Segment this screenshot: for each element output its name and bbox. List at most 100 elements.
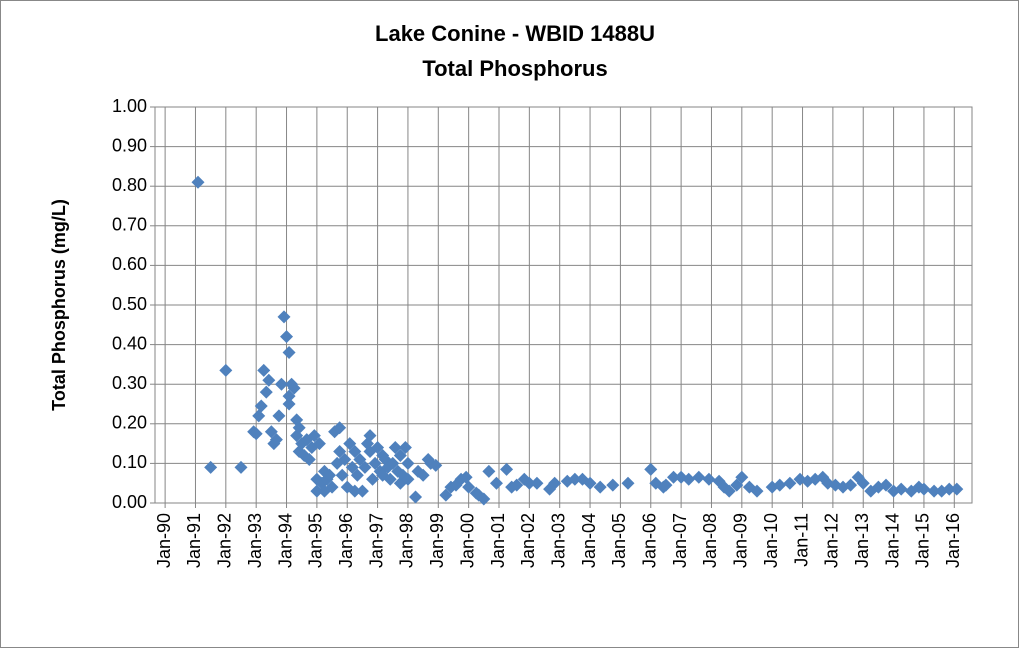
- data-point: [621, 476, 635, 490]
- data-point: [844, 478, 858, 492]
- x-tick-label: Jan-92: [215, 513, 235, 568]
- x-tick-label: Jan-16: [943, 513, 963, 568]
- x-tick-label: Jan-12: [822, 513, 842, 568]
- data-point: [530, 476, 544, 490]
- data-point: [416, 468, 430, 482]
- data-point: [383, 472, 397, 486]
- data-point: [568, 472, 582, 486]
- x-tick-label: Jan-02: [518, 513, 538, 568]
- data-point: [355, 484, 369, 498]
- data-point: [333, 421, 347, 435]
- data-point: [482, 464, 496, 478]
- data-point: [257, 363, 271, 377]
- data-point: [942, 482, 956, 496]
- y-tick-label: 0.70: [112, 215, 147, 235]
- data-point: [282, 346, 296, 360]
- data-point: [269, 433, 283, 447]
- y-tick-label: 0.50: [112, 294, 147, 314]
- chart-title: Lake Conine - WBID 1488U: [375, 21, 655, 46]
- y-tick-label: 0.90: [112, 135, 147, 155]
- data-point: [325, 480, 339, 494]
- data-point: [462, 480, 476, 494]
- data-point: [692, 470, 706, 484]
- data-point: [510, 478, 524, 492]
- data-point: [477, 492, 491, 506]
- data-point: [292, 421, 306, 435]
- y-tick-label: 0.40: [112, 333, 147, 353]
- data-point: [335, 468, 349, 482]
- x-tick-label: Jan-90: [154, 513, 174, 568]
- y-tick-label: 0.30: [112, 373, 147, 393]
- data-point: [856, 476, 870, 490]
- data-point: [272, 409, 286, 423]
- x-tick-label: Jan-91: [184, 513, 204, 568]
- y-tick-label: 0.10: [112, 452, 147, 472]
- data-point: [894, 482, 908, 496]
- x-tick-label: Jan-94: [275, 513, 295, 568]
- chart-subtitle: Total Phosphorus: [422, 56, 607, 81]
- x-tick-label: Jan-07: [670, 513, 690, 568]
- x-tick-label: Jan-97: [366, 513, 386, 568]
- data-point: [500, 462, 514, 476]
- data-point: [259, 385, 273, 399]
- data-point: [950, 482, 964, 496]
- data-point: [219, 363, 233, 377]
- data-point: [401, 472, 415, 486]
- x-tick-label: Jan-08: [700, 513, 720, 568]
- data-point: [287, 381, 301, 395]
- y-tick-label: 0.20: [112, 413, 147, 433]
- y-axis-title: Total Phosphorus (mg/L): [49, 199, 69, 411]
- data-point: [429, 458, 443, 472]
- data-point: [583, 476, 597, 490]
- y-tick-label: 0.00: [112, 492, 147, 512]
- data-point: [459, 470, 473, 484]
- y-tick-label: 1.00: [112, 96, 147, 116]
- data-point: [191, 175, 205, 189]
- x-tick-label: Jan-04: [579, 513, 599, 568]
- data-point: [366, 472, 380, 486]
- data-point: [659, 478, 673, 492]
- x-tick-label: Jan-93: [245, 513, 265, 568]
- data-point: [644, 462, 658, 476]
- data-point: [338, 452, 352, 466]
- data-point: [363, 429, 377, 443]
- data-point: [262, 373, 276, 387]
- data-point: [593, 480, 607, 494]
- data-point: [323, 468, 337, 482]
- x-tick-label: Jan-98: [397, 513, 417, 568]
- data-point: [280, 330, 294, 344]
- y-tick-label: 0.80: [112, 175, 147, 195]
- data-point: [302, 452, 316, 466]
- data-point: [398, 441, 412, 455]
- data-point: [489, 476, 503, 490]
- data-point: [252, 409, 266, 423]
- data-point: [312, 437, 326, 451]
- x-tick-label: Jan-06: [640, 513, 660, 568]
- x-tick-label: Jan-00: [457, 513, 477, 568]
- x-tick-label: Jan-11: [791, 513, 811, 567]
- data-point: [204, 460, 218, 474]
- data-point: [348, 484, 362, 498]
- data-point: [927, 484, 941, 498]
- data-point: [682, 472, 696, 486]
- data-point: [548, 476, 562, 490]
- data-point: [667, 470, 681, 484]
- data-point: [735, 470, 749, 484]
- data-point: [358, 460, 372, 474]
- x-tick-label: Jan-96: [336, 513, 356, 568]
- y-tick-label: 0.60: [112, 254, 147, 274]
- x-tick-label: Jan-05: [609, 513, 629, 568]
- data-point: [606, 478, 620, 492]
- data-point: [254, 399, 268, 413]
- data-point: [722, 484, 736, 498]
- x-tick-label: Jan-03: [548, 513, 568, 568]
- data-point: [917, 482, 931, 496]
- x-tick-label: Jan-09: [731, 513, 751, 568]
- x-tick-label: Jan-99: [427, 513, 447, 568]
- data-point: [234, 460, 248, 474]
- x-tick-label: Jan-10: [761, 513, 781, 568]
- data-point: [401, 456, 415, 470]
- x-tick-label: Jan-95: [306, 513, 326, 568]
- data-point: [249, 427, 263, 441]
